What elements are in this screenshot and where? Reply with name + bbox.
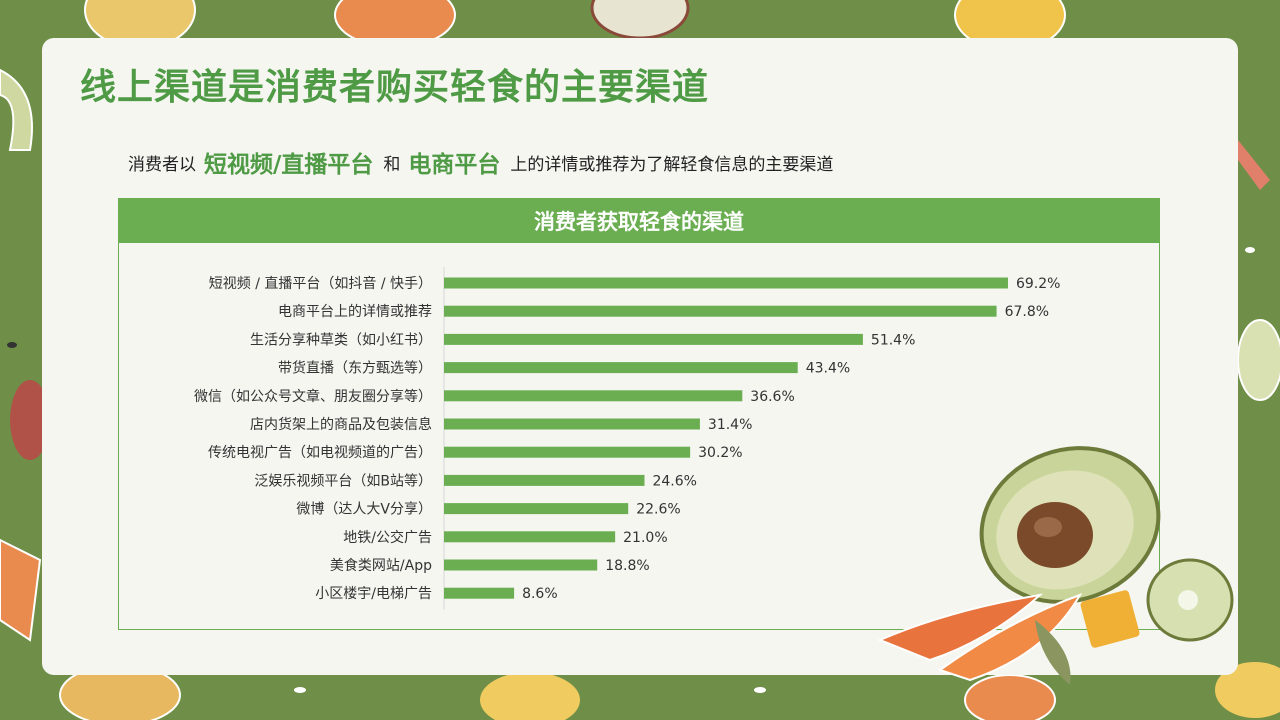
subtitle-prefix: 消费者以 (128, 154, 196, 175)
category-label: 泛娱乐视频平台（如B站等） (254, 472, 432, 489)
bar (444, 503, 629, 515)
category-label: 小区楼宇/电梯广告 (315, 586, 432, 602)
category-label: 短视频 / 直播平台（如抖音 / 快手） (209, 275, 432, 292)
bar (444, 446, 691, 458)
page-title: 线上渠道是消费者购买轻食的主要渠道 (80, 67, 710, 108)
subtitle-suffix: 上的详情或推荐为了解轻食信息的主要渠道 (510, 154, 834, 175)
highlight-ecommerce: 电商平台 (408, 152, 501, 178)
bar (444, 305, 997, 317)
value-label: 8.6% (522, 586, 558, 602)
bar (444, 418, 700, 430)
bar (444, 531, 616, 543)
bar (444, 474, 645, 486)
highlight-short-video: 短视频/直播平台 (204, 152, 374, 178)
category-label: 店内货架上的商品及包装信息 (250, 416, 432, 433)
value-label: 30.2% (698, 445, 742, 461)
chart-panel: 消费者获取轻食的渠道 短视频 / 直播平台（如抖音 / 快手） 69.2% 电商平台… (118, 198, 1160, 630)
bar (444, 277, 1008, 289)
avocado-illustration (877, 446, 1234, 685)
category-label: 地铁/公交广告 (343, 529, 432, 546)
value-label: 22.6% (636, 502, 680, 518)
subtitle-connector: 和 (383, 154, 401, 175)
bar (444, 390, 743, 402)
bar (444, 333, 863, 345)
value-label: 36.6% (750, 389, 794, 405)
value-label: 67.8% (1005, 304, 1049, 320)
category-label: 美食类网站/App (330, 557, 432, 574)
channel-bar-chart: 短视频 / 直播平台（如抖音 / 快手） 69.2% 电商平台上的详情或推荐 67.8… (194, 267, 1060, 610)
value-label: 69.2% (1016, 276, 1060, 292)
value-label: 51.4% (871, 332, 915, 348)
bar (444, 362, 798, 374)
chart-title: 消费者获取轻食的渠道 (119, 199, 1159, 243)
category-label: 电商平台上的详情或推荐 (278, 304, 432, 320)
subtitle: 消费者以 短视频/直播平台 和 电商平台 上的详情或推荐为了解轻食信息的主要渠道 (128, 142, 833, 182)
category-label: 微博（达人大V分享） (296, 501, 432, 518)
value-label: 31.4% (708, 417, 752, 433)
category-label: 传统电视广告（如电视频道的广告） (208, 445, 432, 461)
value-label: 24.6% (652, 473, 696, 489)
value-label: 43.4% (806, 361, 850, 377)
category-label: 生活分享种草类（如小红书） (250, 331, 432, 348)
value-label: 18.8% (605, 558, 649, 574)
bar (444, 559, 598, 571)
bar (444, 587, 515, 599)
category-label: 带货直播（东方甄选等） (278, 360, 432, 377)
category-label: 微信（如公众号文章、朋友圈分享等） (194, 388, 432, 405)
value-label: 21.0% (623, 530, 667, 546)
